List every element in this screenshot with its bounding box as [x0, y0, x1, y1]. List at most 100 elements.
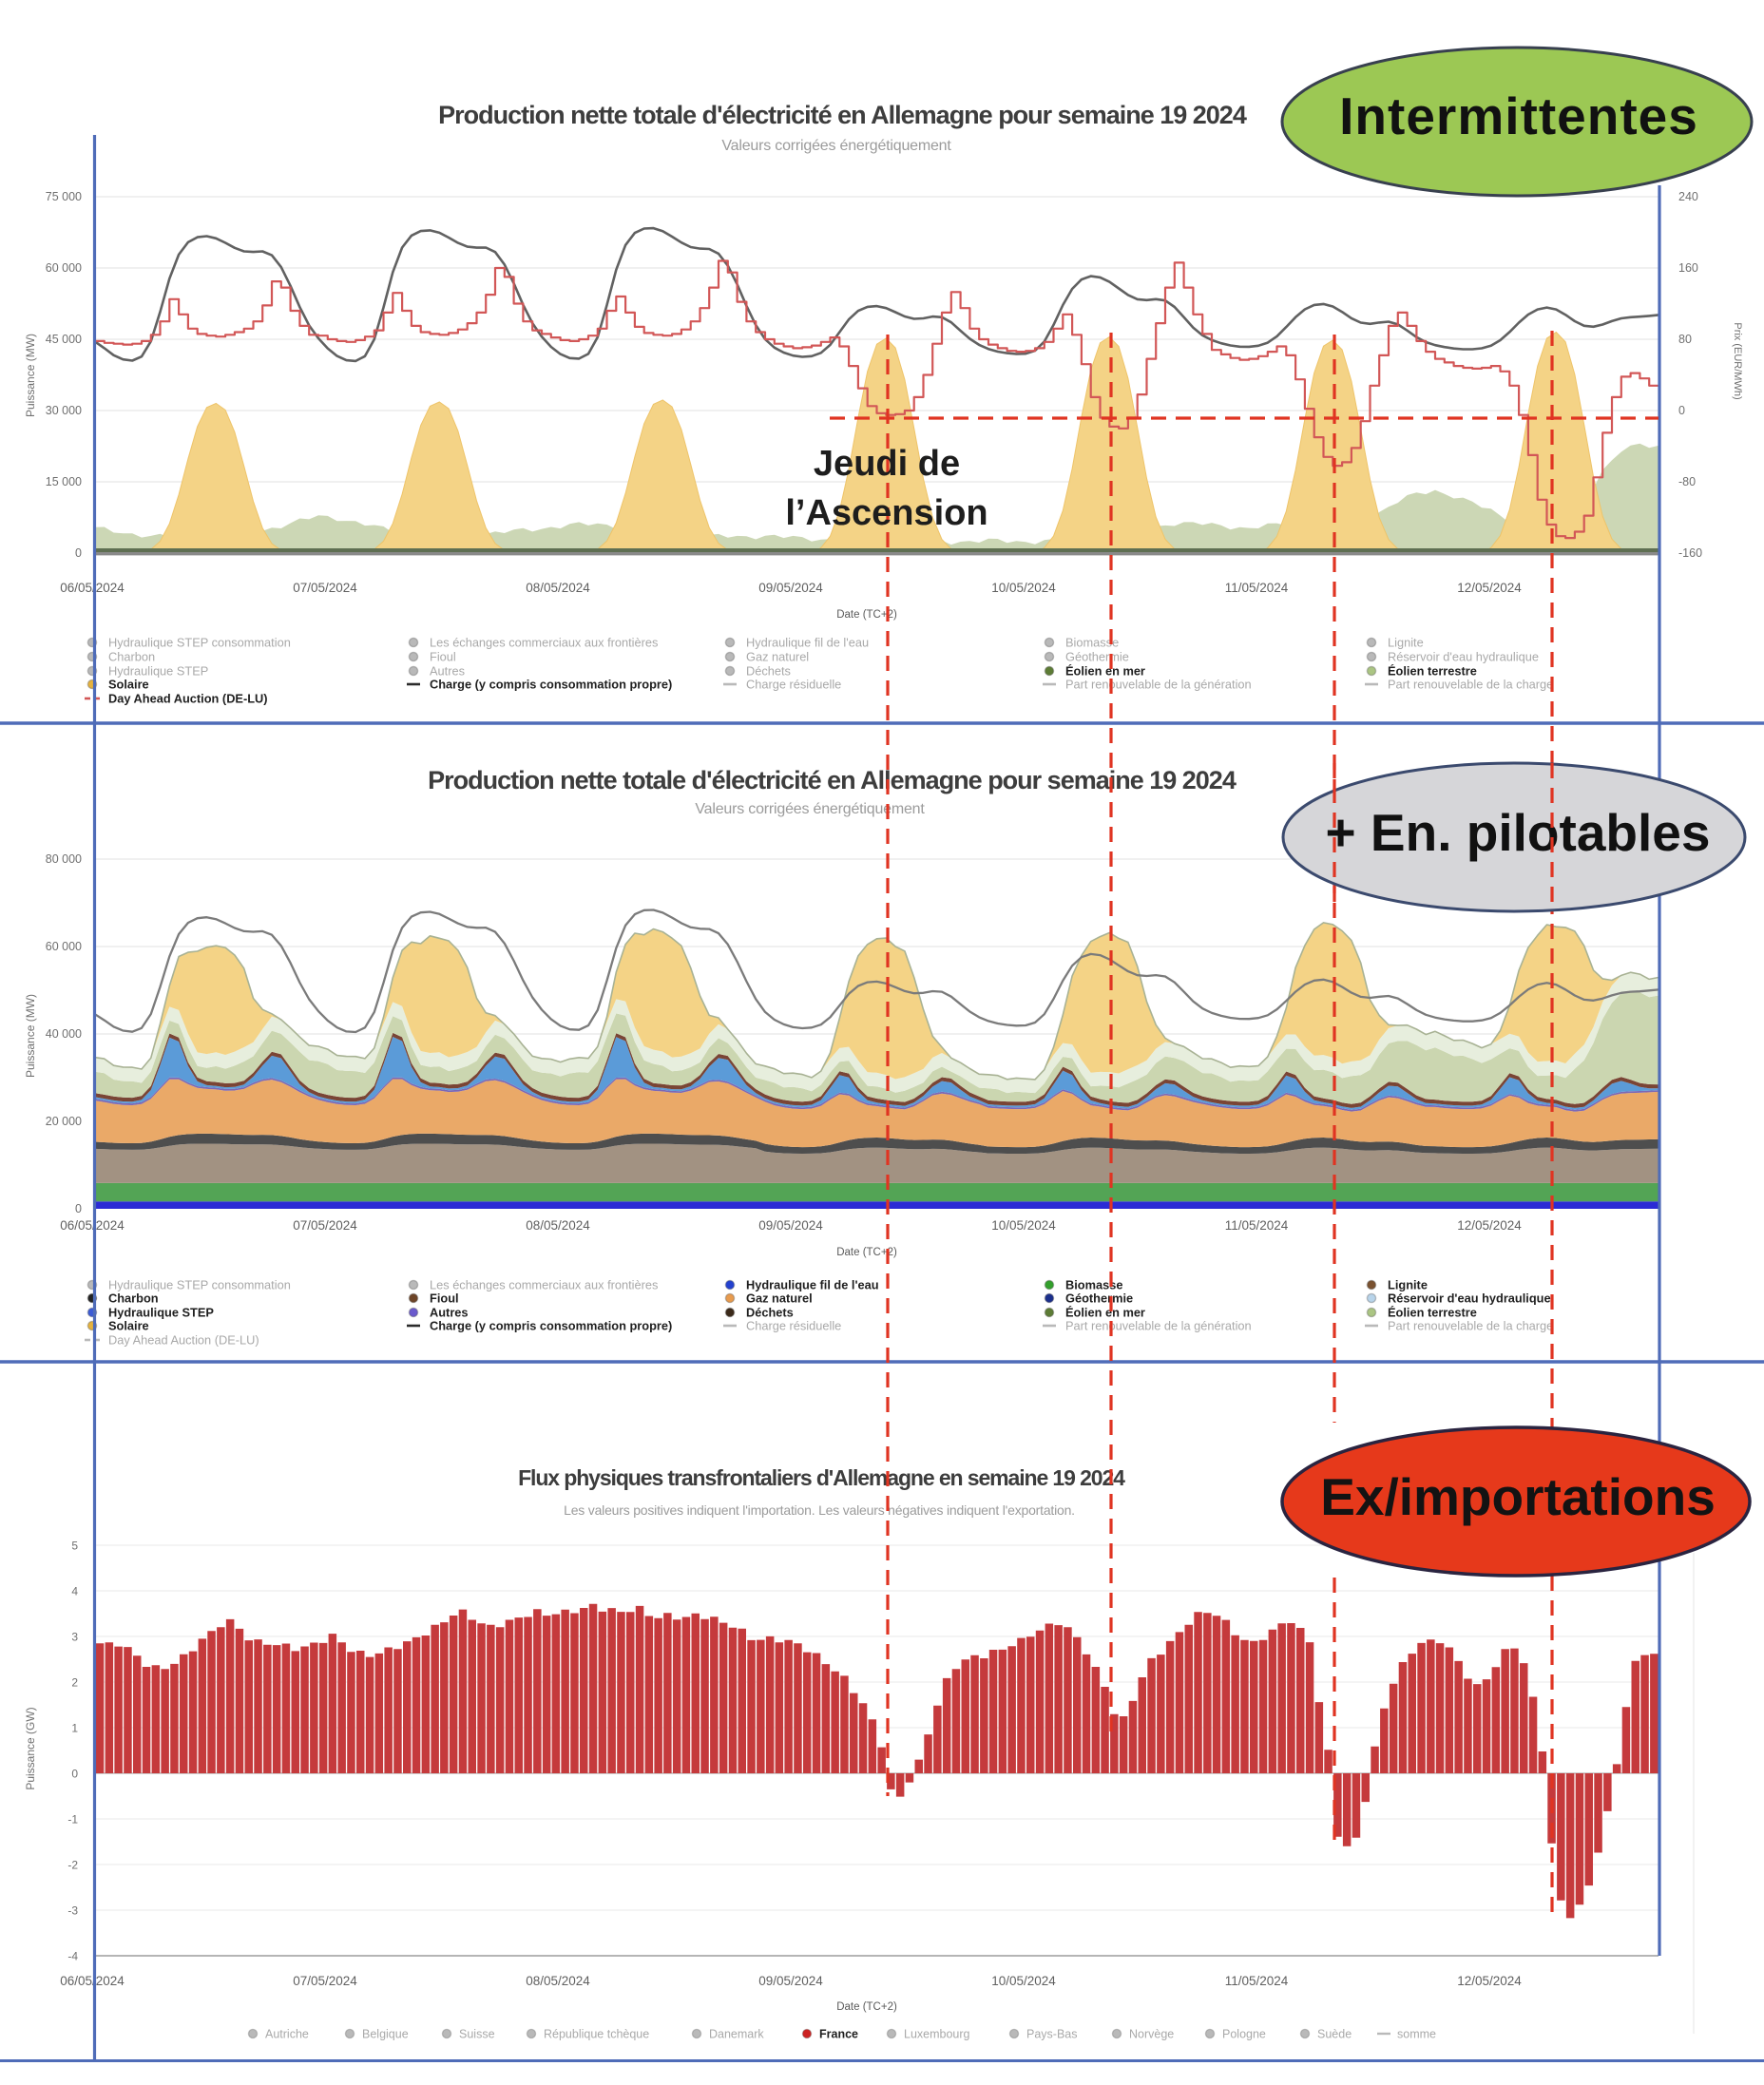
svg-text:2: 2	[71, 1676, 78, 1690]
svg-text:1: 1	[71, 1722, 78, 1735]
svg-text:06/05/2024: 06/05/2024	[60, 581, 125, 595]
svg-text:10/05/2024: 10/05/2024	[991, 1974, 1056, 1988]
svg-text:5: 5	[71, 1540, 78, 1553]
svg-text:Part renouvelable de la généra: Part renouvelable de la génération	[1065, 677, 1252, 691]
svg-text:somme: somme	[1397, 2028, 1436, 2041]
svg-text:Réservoir d'eau hydraulique: Réservoir d'eau hydraulique	[1388, 1291, 1551, 1305]
svg-text:Charbon: Charbon	[108, 1291, 159, 1305]
svg-text:10/05/2024: 10/05/2024	[991, 581, 1056, 595]
svg-text:-3: -3	[67, 1904, 78, 1918]
svg-text:Charge résiduelle: Charge résiduelle	[746, 677, 841, 691]
svg-text:Charge (y compris consommation: Charge (y compris consommation propre)	[430, 1318, 672, 1332]
svg-text:Fioul: Fioul	[430, 1291, 459, 1305]
svg-text:Charge (y compris consommation: Charge (y compris consommation propre)	[430, 677, 672, 691]
svg-text:Intermittentes: Intermittentes	[1339, 86, 1698, 145]
svg-text:Éolien terrestre: Éolien terrestre	[1388, 663, 1477, 678]
svg-text:Pologne: Pologne	[1222, 2028, 1266, 2041]
svg-text:40 000: 40 000	[46, 1027, 82, 1041]
svg-text:09/05/2024: 09/05/2024	[758, 1218, 823, 1233]
svg-text:Biomasse: Biomasse	[1065, 1277, 1122, 1291]
svg-text:20 000: 20 000	[46, 1115, 82, 1128]
svg-text:Norvège: Norvège	[1129, 2028, 1174, 2041]
svg-text:0: 0	[75, 546, 82, 560]
svg-text:Les échanges commerciaux aux f: Les échanges commerciaux aux frontières	[430, 1277, 658, 1291]
svg-text:Flux physiques transfrontalier: Flux physiques transfrontaliers d'Allema…	[518, 1465, 1125, 1490]
svg-text:France: France	[819, 2028, 858, 2041]
svg-text:Géothermie: Géothermie	[1065, 649, 1129, 663]
svg-text:11/05/2024: 11/05/2024	[1225, 581, 1289, 595]
svg-text:80: 80	[1678, 333, 1692, 346]
svg-text:Puissance (MW): Puissance (MW)	[24, 334, 37, 417]
svg-text:0: 0	[75, 1202, 82, 1215]
svg-text:+ En. pilotables: + En. pilotables	[1326, 803, 1711, 862]
svg-text:80 000: 80 000	[46, 852, 82, 866]
svg-text:Danemark: Danemark	[709, 2028, 764, 2041]
svg-text:Valeurs corrigées énergétiquem: Valeurs corrigées énergétiquement	[721, 138, 951, 154]
svg-text:Réservoir d'eau hydraulique: Réservoir d'eau hydraulique	[1388, 649, 1539, 663]
svg-text:Hydraulique fil de l'eau: Hydraulique fil de l'eau	[746, 1277, 879, 1291]
svg-text:Puissance (MW): Puissance (MW)	[24, 994, 37, 1078]
svg-text:Hydraulique STEP: Hydraulique STEP	[108, 663, 208, 678]
svg-text:Hydraulique STEP: Hydraulique STEP	[108, 1305, 214, 1319]
svg-text:Lignite: Lignite	[1388, 1277, 1428, 1291]
svg-text:Lignite: Lignite	[1388, 635, 1424, 649]
svg-text:60 000: 60 000	[46, 940, 82, 953]
svg-text:60 000: 60 000	[46, 261, 82, 275]
svg-text:12/05/2024: 12/05/2024	[1457, 1974, 1522, 1988]
svg-text:Hydraulique fil de l'eau: Hydraulique fil de l'eau	[746, 635, 869, 649]
svg-text:Géothermie: Géothermie	[1065, 1291, 1133, 1305]
svg-text:Ex/importations: Ex/importations	[1320, 1467, 1716, 1526]
svg-text:-80: -80	[1678, 475, 1696, 488]
svg-text:Suisse: Suisse	[459, 2028, 495, 2041]
svg-text:Déchets: Déchets	[746, 1305, 794, 1319]
svg-text:Solaire: Solaire	[108, 677, 149, 691]
svg-text:Hydraulique STEP consommation: Hydraulique STEP consommation	[108, 635, 291, 649]
svg-text:Biomasse: Biomasse	[1065, 635, 1119, 649]
svg-text:Jeudi de: Jeudi de	[814, 444, 960, 484]
svg-text:Autriche: Autriche	[265, 2028, 309, 2041]
svg-text:Éolien en mer: Éolien en mer	[1065, 1305, 1145, 1319]
svg-text:08/05/2024: 08/05/2024	[526, 1218, 590, 1233]
svg-text:06/05/2024: 06/05/2024	[60, 1974, 125, 1988]
svg-text:07/05/2024: 07/05/2024	[293, 1974, 357, 1988]
svg-text:Date (TC+2): Date (TC+2)	[836, 2001, 897, 2013]
svg-text:08/05/2024: 08/05/2024	[526, 1974, 590, 1988]
svg-text:Luxembourg: Luxembourg	[904, 2028, 970, 2041]
svg-text:Pays-Bas: Pays-Bas	[1026, 2028, 1078, 2041]
svg-text:4: 4	[71, 1585, 78, 1598]
svg-text:Part renouvelable de la charge: Part renouvelable de la charge	[1388, 677, 1553, 691]
svg-text:-4: -4	[67, 1950, 78, 1963]
svg-text:240: 240	[1678, 190, 1698, 203]
svg-text:06/05/2024: 06/05/2024	[60, 1218, 125, 1233]
svg-text:08/05/2024: 08/05/2024	[526, 581, 590, 595]
svg-text:Belgique: Belgique	[362, 2028, 409, 2041]
svg-text:Hydraulique STEP consommation: Hydraulique STEP consommation	[108, 1277, 291, 1291]
svg-text:l’Ascension: l’Ascension	[785, 493, 987, 533]
svg-text:Part renouvelable de la généra: Part renouvelable de la génération	[1065, 1318, 1252, 1332]
svg-text:Date (TC+2): Date (TC+2)	[836, 609, 897, 621]
svg-text:160: 160	[1678, 261, 1698, 275]
svg-text:Date (TC+2): Date (TC+2)	[836, 1247, 897, 1258]
svg-text:Production nette totale d'élec: Production nette totale d'électricité en…	[438, 101, 1247, 129]
svg-text:Les valeurs positives indiquen: Les valeurs positives indiquent l'import…	[564, 1502, 1075, 1518]
svg-text:Part renouvelable de la charge: Part renouvelable de la charge	[1388, 1318, 1553, 1332]
svg-text:Autres: Autres	[430, 663, 465, 678]
svg-text:Charbon: Charbon	[108, 649, 155, 663]
svg-text:30 000: 30 000	[46, 404, 82, 417]
svg-text:Éolien en mer: Éolien en mer	[1065, 663, 1145, 678]
svg-text:11/05/2024: 11/05/2024	[1225, 1218, 1289, 1233]
svg-text:Prix (EUR/MWh): Prix (EUR/MWh)	[1732, 322, 1743, 399]
svg-text:Autres: Autres	[430, 1305, 469, 1319]
svg-text:11/05/2024: 11/05/2024	[1225, 1974, 1289, 1988]
svg-text:Gaz naturel: Gaz naturel	[746, 649, 809, 663]
svg-text:Suède: Suède	[1317, 2028, 1352, 2041]
svg-text:Fioul: Fioul	[430, 649, 456, 663]
svg-text:15 000: 15 000	[46, 475, 82, 488]
svg-text:12/05/2024: 12/05/2024	[1457, 1218, 1522, 1233]
svg-text:75 000: 75 000	[46, 190, 82, 203]
svg-text:45 000: 45 000	[46, 333, 82, 346]
svg-text:09/05/2024: 09/05/2024	[758, 581, 823, 595]
svg-text:Les échanges commerciaux aux f: Les échanges commerciaux aux frontières	[430, 635, 658, 649]
svg-text:-1: -1	[67, 1813, 78, 1827]
svg-text:Solaire: Solaire	[108, 1318, 149, 1332]
